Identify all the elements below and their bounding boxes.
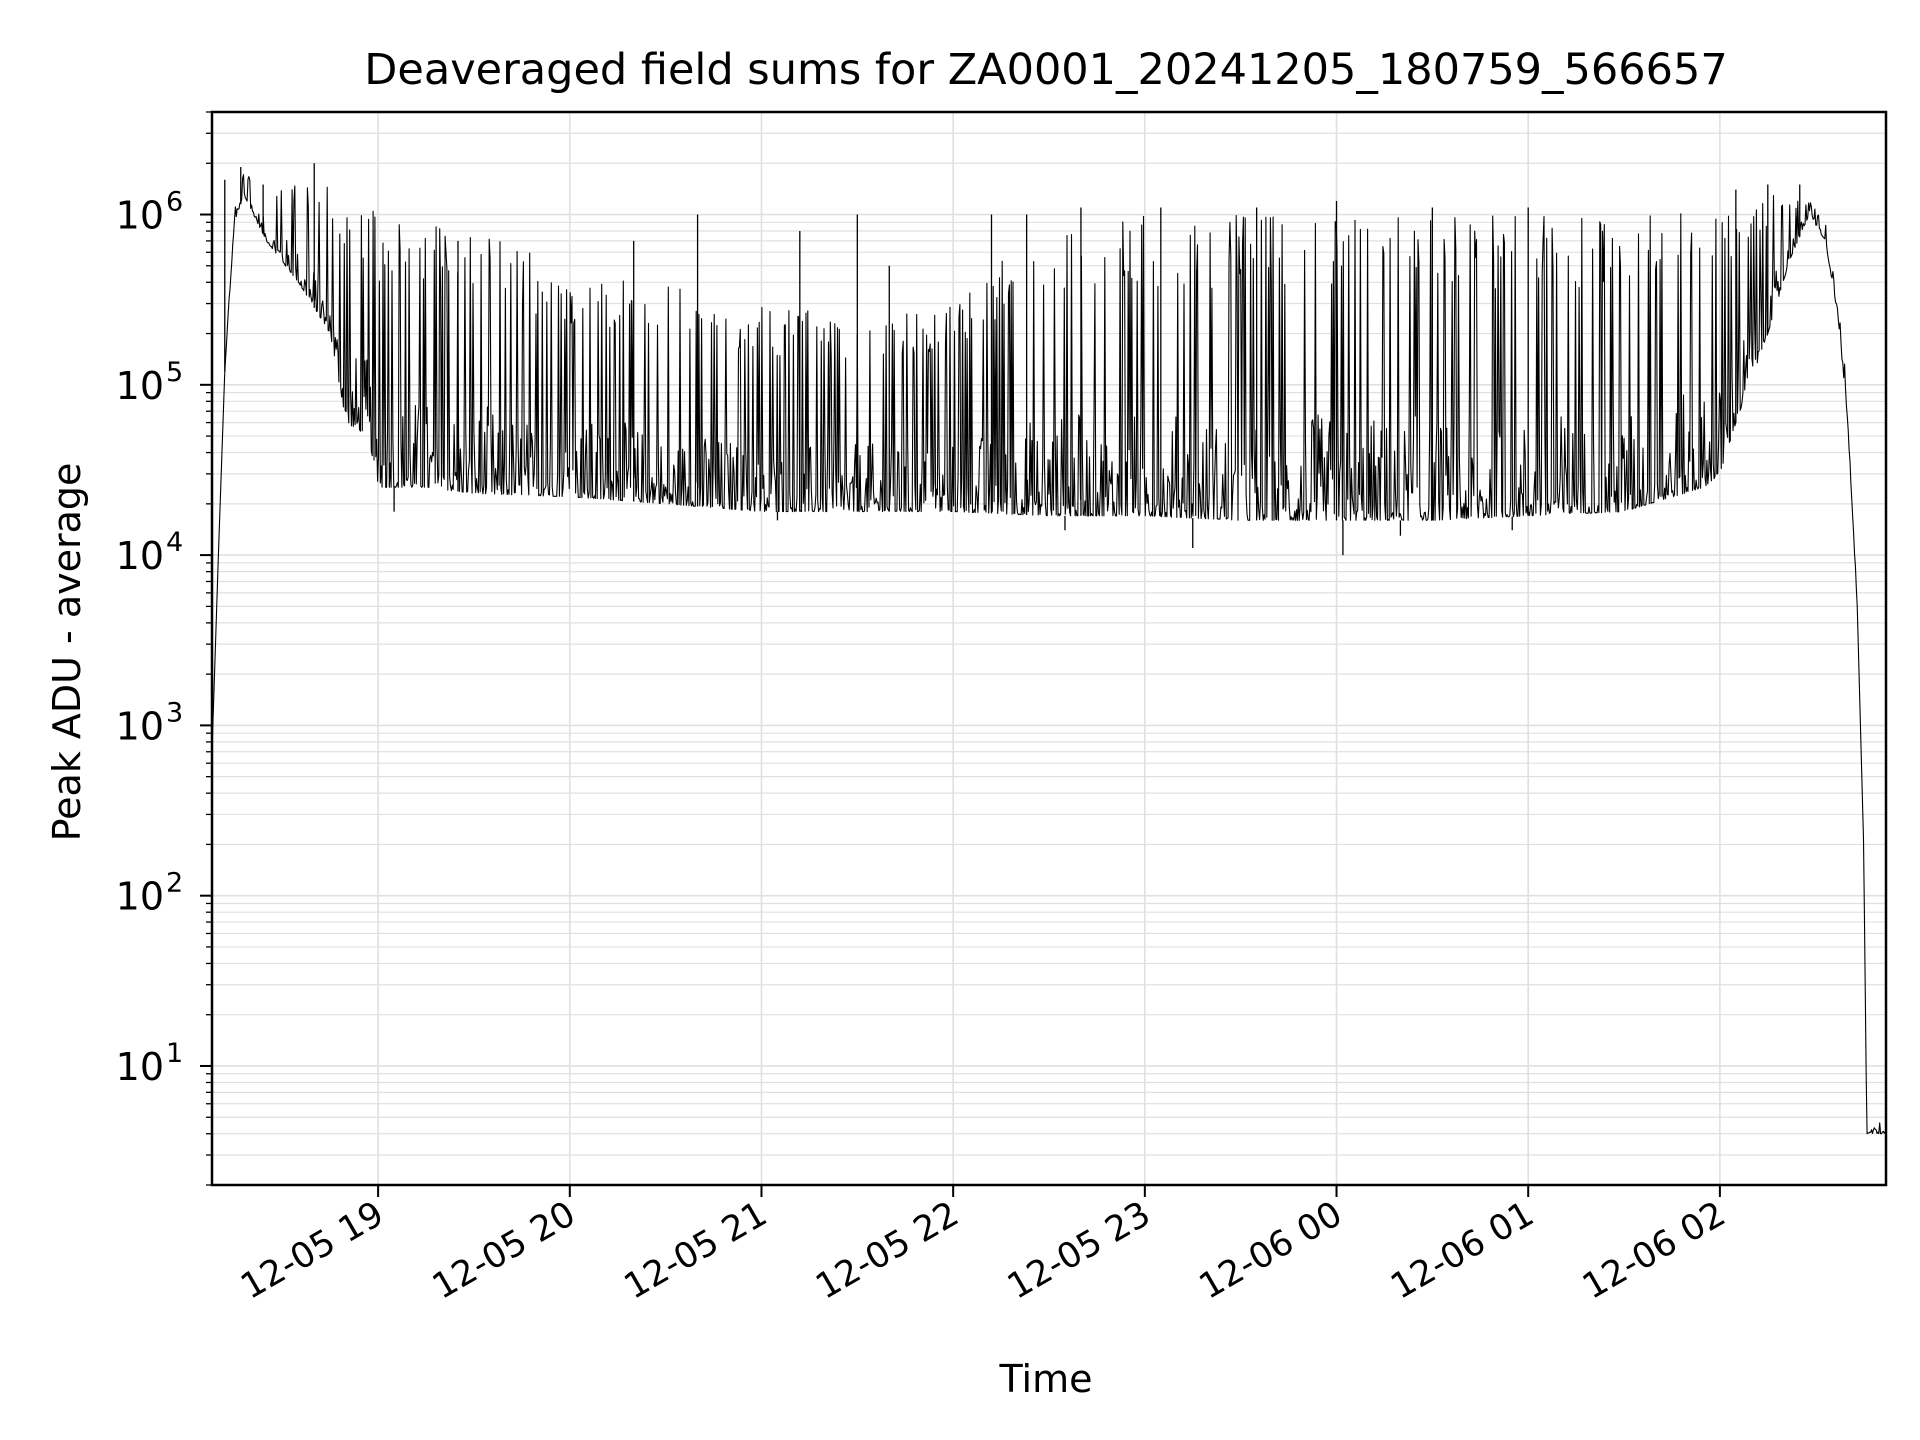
y-tick-exponent: 6 (166, 187, 183, 218)
y-tick-exponent: 3 (166, 697, 183, 728)
y-axis-label: Peak ADU - average (45, 463, 89, 842)
y-tick-label: 10 (116, 1045, 164, 1089)
y-tick-exponent: 5 (166, 357, 183, 388)
series-line (211, 174, 1886, 1135)
chart-title: Deaveraged field sums for ZA0001_2024120… (364, 45, 1727, 95)
series-layer (211, 163, 1886, 1135)
y-tick-label: 10 (116, 875, 164, 919)
y-tick-exponent: 4 (166, 527, 183, 558)
y-tick-label: 10 (116, 364, 164, 408)
plot-frame (210, 110, 1888, 1187)
y-tick-exponent: 2 (166, 868, 183, 899)
y-tick-label: 10 (116, 534, 164, 578)
y-tick-label: 10 (116, 704, 164, 748)
y-tick-label: 10 (116, 194, 164, 238)
y-tick-exponent: 1 (166, 1038, 183, 1069)
x-axis-label: Time (999, 1357, 1093, 1401)
